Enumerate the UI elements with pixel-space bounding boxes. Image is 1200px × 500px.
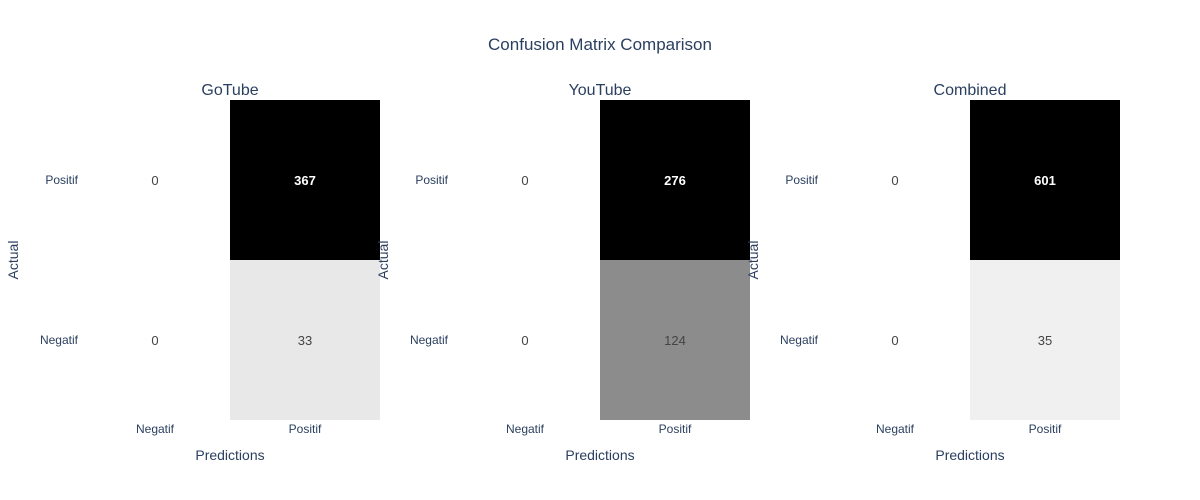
subplot-title: YouTube <box>569 82 632 99</box>
x-tick-label: Negatif <box>506 422 545 436</box>
subplot-title: GoTube <box>201 82 258 99</box>
cell-value-label: 0 <box>521 173 528 188</box>
y-axis-title: Actual <box>745 241 761 280</box>
cell-value-label: 601 <box>1034 173 1056 188</box>
y-axis-title: Actual <box>375 241 391 280</box>
cell-value-label: 0 <box>891 333 898 348</box>
y-tick-label: Negatif <box>40 333 79 347</box>
y-tick-label: Positif <box>45 173 78 187</box>
cell-value-label: 0 <box>891 173 898 188</box>
x-tick-label: Positif <box>1029 422 1062 436</box>
subplot-title: Combined <box>934 82 1007 99</box>
heatmap-cell <box>450 260 600 420</box>
heatmap-cell <box>600 260 750 420</box>
cell-value-label: 124 <box>664 333 686 348</box>
cell-value-label: 35 <box>1038 333 1052 348</box>
cell-value-label: 367 <box>294 173 316 188</box>
heatmap-cell <box>450 100 600 260</box>
heatmap-panel-2: 0 601 0 35 Combined Positif Negatif Negatif Posi… <box>745 82 1120 463</box>
y-tick-label: Negatif <box>780 333 819 347</box>
cell-value-label: 0 <box>521 333 528 348</box>
heatmap-cell <box>820 260 970 420</box>
heatmap-cell <box>970 100 1120 260</box>
y-tick-label: Negatif <box>410 333 449 347</box>
figure-title: Confusion Matrix Comparison <box>488 35 712 54</box>
cell-value-label: 276 <box>664 173 686 188</box>
panels: 0 367 0 33 GoTube Positif Negatif Negatif Positi… <box>5 82 1120 463</box>
heatmap-cell <box>820 100 970 260</box>
y-tick-label: Positif <box>785 173 818 187</box>
heatmap-cell <box>970 260 1120 420</box>
x-axis-title: Predictions <box>565 447 634 463</box>
y-axis-title: Actual <box>5 241 21 280</box>
x-axis-title: Predictions <box>195 447 264 463</box>
heatmap-cell <box>230 260 380 420</box>
heatmap-cell <box>600 100 750 260</box>
heatmap-panel-0: 0 367 0 33 GoTube Positif Negatif Negatif Positi… <box>5 82 380 463</box>
heatmap-cell <box>230 100 380 260</box>
x-tick-label: Positif <box>289 422 322 436</box>
x-axis-title: Predictions <box>935 447 1004 463</box>
heatmap-panel-1: 0 276 0 124 YouTube Positif Negatif Negatif Posi… <box>375 82 750 463</box>
cell-value-label: 0 <box>151 333 158 348</box>
y-tick-label: Positif <box>415 173 448 187</box>
heatmap-cell <box>80 100 230 260</box>
x-tick-label: Positif <box>659 422 692 436</box>
cell-value-label: 33 <box>298 333 312 348</box>
heatmap-cell <box>80 260 230 420</box>
x-tick-label: Negatif <box>876 422 915 436</box>
x-tick-label: Negatif <box>136 422 175 436</box>
cell-value-label: 0 <box>151 173 158 188</box>
